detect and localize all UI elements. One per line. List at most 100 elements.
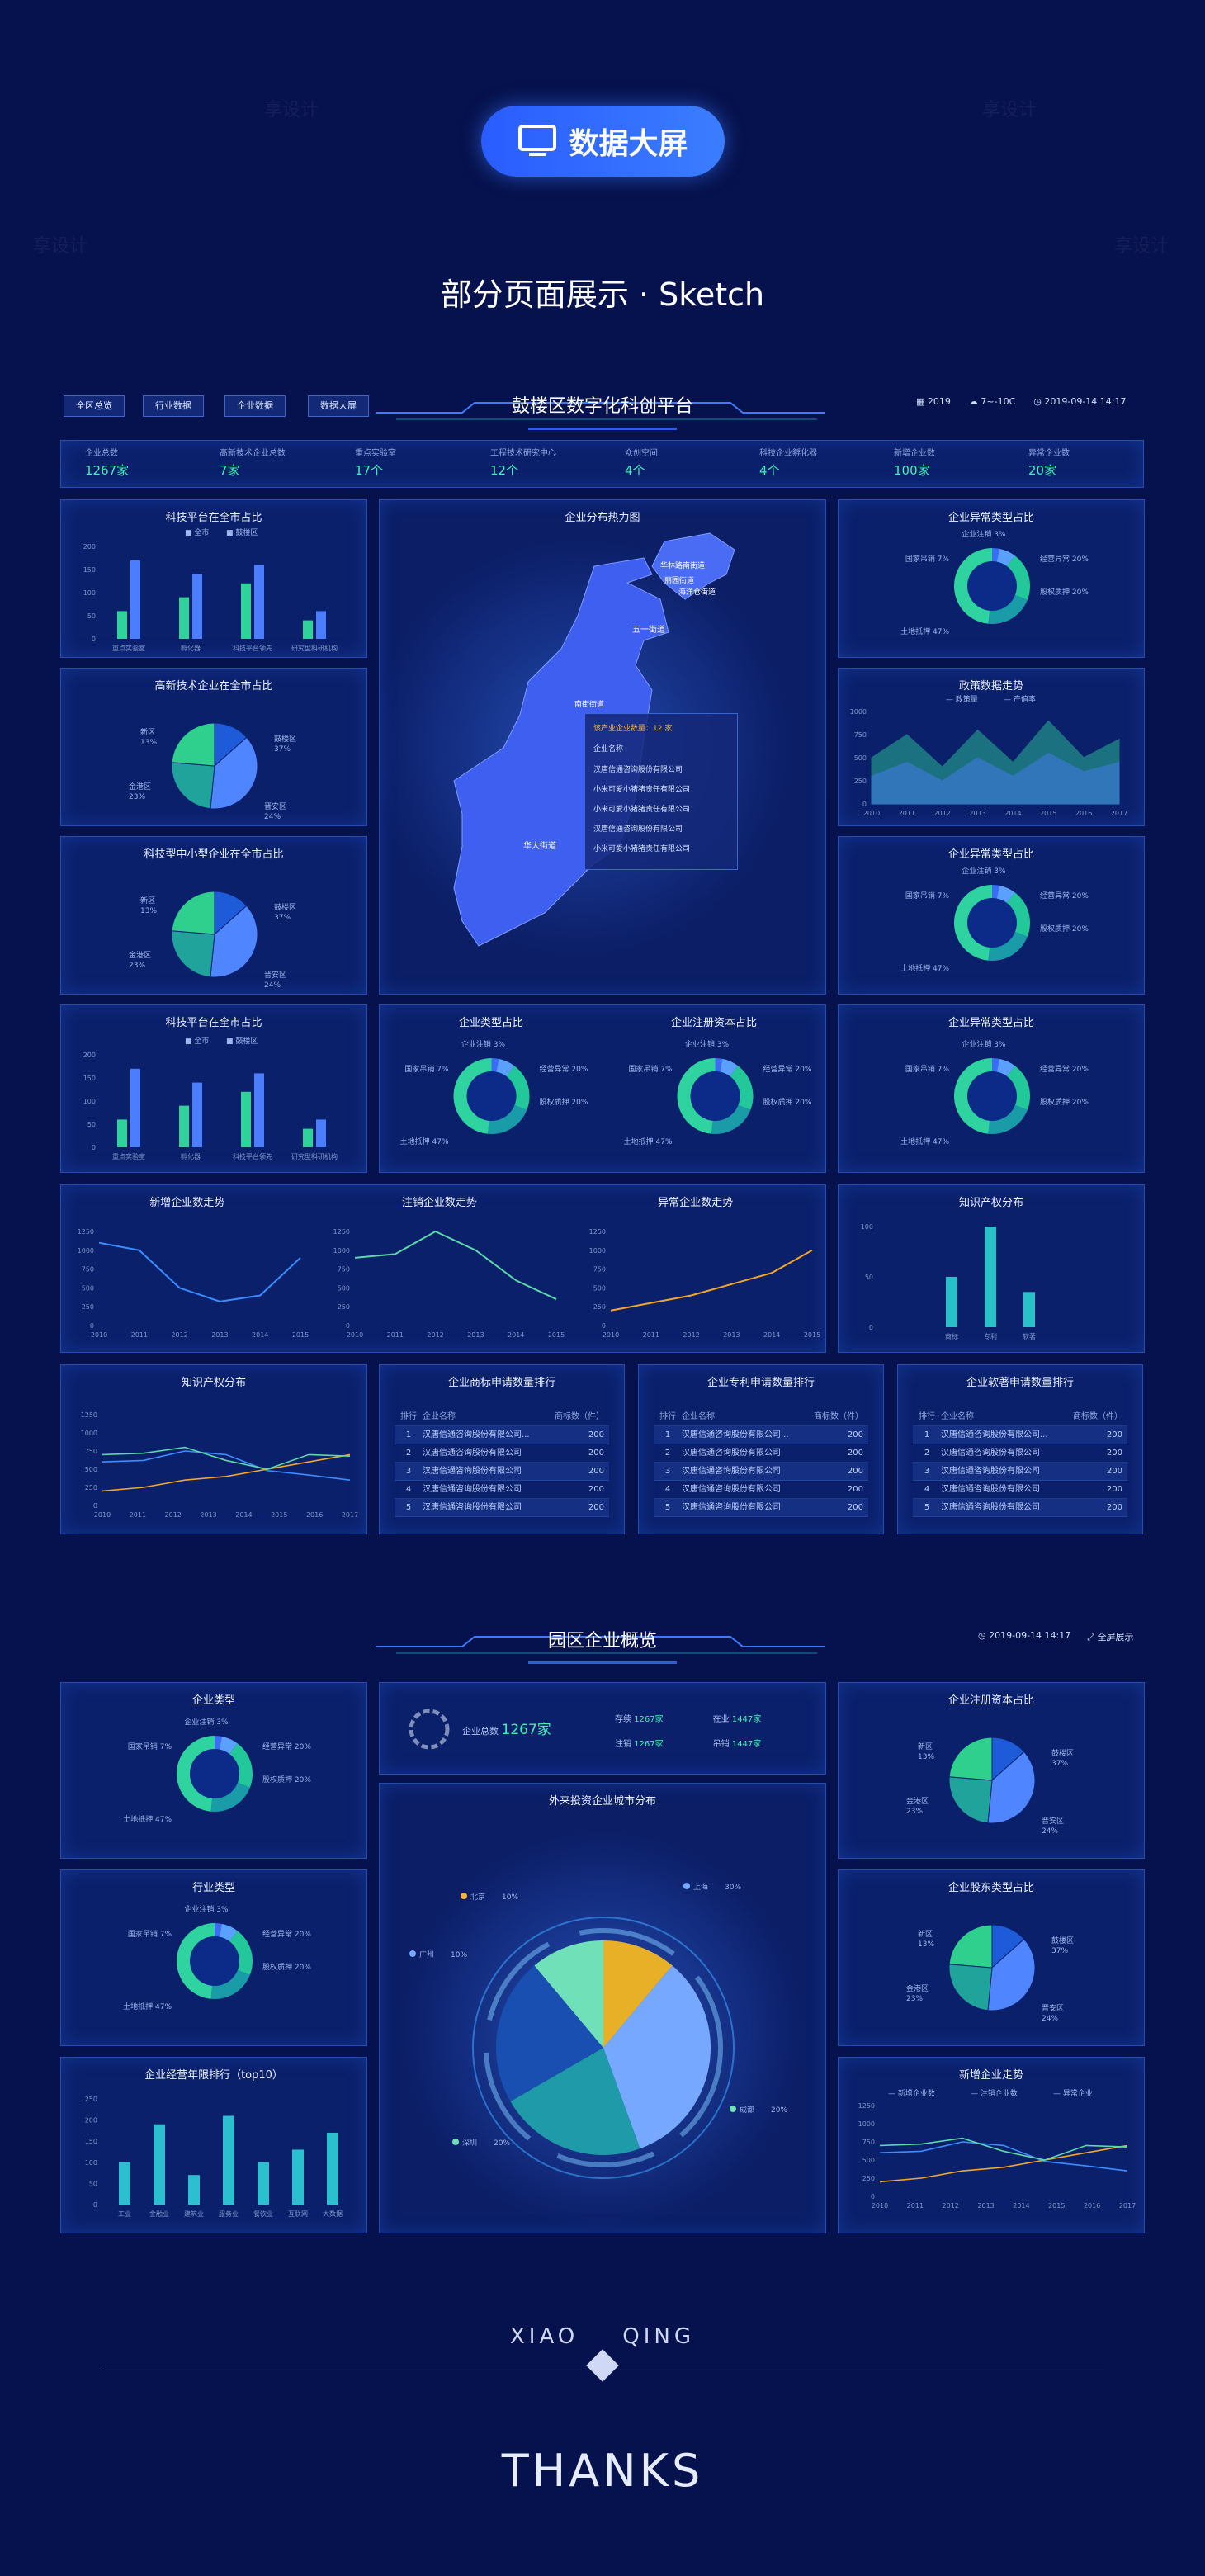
donut-hole [967,898,1017,948]
city-pct: 30% [725,1884,741,1892]
pie-label: 23% [906,1995,923,2003]
pie-label: 23% [906,1808,923,1816]
donut-label: 国家吊销 7% [905,554,950,564]
donut-chart: 企业注销 3% 国家吊销 7% 经营异常 20% 股权质押 20% 土地抵押 47% [123,1717,311,1824]
donut-label: 经营异常 20% [262,1929,311,1939]
x-tick: 2010 [94,1511,111,1519]
donut-label: 股权质押 20% [763,1097,812,1107]
legend-item: ■ 鼓楼区 [226,527,258,537]
x-tick: 2014 [763,1331,780,1339]
clock-icon: ◷ 2019-09-14 14:17 [978,1630,1071,1641]
pie-label: 金港区 [129,950,151,960]
pie-label: 新区 [918,1929,933,1939]
tab-enterprise[interactable]: 企业数据 [224,395,286,417]
donut-chart: 企业注销 3% 国家吊销 7% 经营异常 20% 股权质押 20% 土地抵押 47% [624,1039,812,1146]
kpi-item: 异常企业数 20家 [1028,449,1070,478]
donut-chart: 企业注销 3% 国家吊销 7% 经营异常 20% 股权质押 20% 土地抵押 47% [900,866,1089,973]
district-label: 五一街道 [632,626,665,635]
line-chart: 0 250 500 750 1000 1250 2010 2011 2012 2013 2014 20… [333,1228,565,1339]
panel-capital-share: 企业注册资本占比 新区 13% 鼓楼区 37% 金港区 23% 晋安区 24% [838,1682,1145,1859]
pie-label: 金港区 [129,782,151,792]
y-tick: 250 [338,1303,350,1311]
donut-hole [967,561,1017,611]
x-tick: 2010 [347,1331,363,1339]
x-tick: 软著 [1023,1332,1036,1340]
line-chart: 0 250 500 750 1000 1250 2010 2011 2012 2013 2014 20… [81,1411,359,1519]
y-tick: 0 [90,1322,94,1330]
y-tick: 1000 [333,1247,350,1255]
pie-label: 晋安区 [264,970,286,980]
y-tick: 500 [82,1284,94,1292]
x-tick: 重点实验室 [112,644,145,652]
x-tick: 2010 [602,1331,619,1339]
bar [1023,1292,1035,1327]
y-tick: 200 [85,2117,97,2125]
legend-dot [461,1893,467,1899]
pie-label: 23% [129,793,145,801]
x-tick: 2016 [1084,2202,1100,2210]
y-tick: 1000 [589,1247,606,1255]
panel-abnormal-type-3: 企业异常类型占比 企业注销 3% 国家吊销 7% 经营异常 20% 股权质押 20% 土… [838,1004,1145,1173]
y-tick: 200 [83,543,96,551]
x-tick: 2011 [131,1331,148,1339]
y-tick: 1000 [858,2120,875,2128]
y-tick: 0 [602,1322,606,1330]
donut-label: 企业注销 3% [184,1904,229,1914]
x-tick: 2011 [907,2202,924,2210]
total-value: 1267家 [501,1722,551,1738]
rank-table: 排行 企业名称 商标数（件） 1 汉唐信通咨询股份有限公司... 200 2 汉唐信通咨询股份… [913,1408,1127,1517]
y-tick: 100 [83,589,96,597]
header-badge: 数据大屏 [481,106,725,177]
bar [117,611,127,639]
donut-label: 企业注销 3% [962,1039,1006,1049]
donut-label: 股权质押 20% [540,1097,588,1107]
tab-bigscreen[interactable]: 数据大屏 [308,395,369,417]
bar [130,560,140,639]
pie-slice [534,1940,603,2048]
y-tick: 750 [338,1266,350,1274]
tab-industry[interactable]: 行业数据 [143,395,204,417]
x-tick: 2012 [943,2202,959,2210]
table-row: 4 汉唐信通咨询股份有限公司 200 [654,1481,868,1499]
x-tick: 孵化器 [181,1152,201,1160]
x-tick: 重点实验室 [112,1152,145,1160]
pie-label: 24% [264,813,281,821]
x-tick: 2012 [427,1331,443,1339]
panel-company-type: 企业类型 企业注销 3% 国家吊销 7% 经营异常 20% 股权质押 20% 土地抵押 … [60,1682,367,1859]
table-row: 5 汉唐信通咨询股份有限公司 200 [913,1499,1127,1517]
pie-slice [171,930,215,978]
y-tick: 250 [593,1303,606,1311]
status-bar: ▦ 2019 ☁ 7~-10C ◷ 2019-09-14 14:17 [916,396,1127,407]
x-tick: 商标 [945,1332,958,1340]
bar [254,565,264,639]
donut-chart: 企业注销 3% 国家吊销 7% 经营异常 20% 股权质押 20% 土地抵押 47% [123,1904,311,2011]
panel-patent-rank: 企业专利申请数量排行 排行 企业名称 商标数（件） 1 汉唐信通咨询股份有限公司... 2… [638,1364,884,1534]
donut-label: 国家吊销 7% [128,1929,172,1939]
x-tick: 2017 [1111,810,1127,817]
table-row: 3 汉唐信通咨询股份有限公司 200 [913,1463,1127,1481]
pie-slice [210,905,258,978]
bar [223,2115,234,2205]
pie-label: 13% [918,1940,934,1949]
y-tick: 1250 [81,1411,97,1419]
pie-label: 13% [918,1753,934,1761]
line-series [98,1241,301,1302]
pie-label: 37% [1051,1760,1068,1768]
district-shape [651,532,735,600]
x-tick: 2012 [683,1331,699,1339]
y-tick: 500 [338,1284,350,1292]
x-tick: 2013 [723,1331,740,1339]
y-tick: 250 [854,778,867,785]
watermark: 享设计 [982,100,1037,121]
bar [303,1128,313,1147]
pie-label: 晋安区 [1042,2003,1064,2013]
panel-trends: 新增企业数走势 注销企业数走势 异常企业数走势 0 250 500 750 1000 12… [60,1184,826,1353]
fullscreen-button[interactable]: ⤢ 全屏展示 [1087,1632,1134,1642]
line-series [879,2137,1128,2161]
donut-label: 土地抵押 47% [123,2002,172,2011]
donut-chart: 企业注销 3% 国家吊销 7% 经营异常 20% 股权质押 20% 土地抵押 47% [400,1039,588,1146]
title-frame [376,1636,825,1664]
tab-overview[interactable]: 全区总览 [64,395,125,417]
donut-label: 股权质押 20% [1040,924,1089,934]
